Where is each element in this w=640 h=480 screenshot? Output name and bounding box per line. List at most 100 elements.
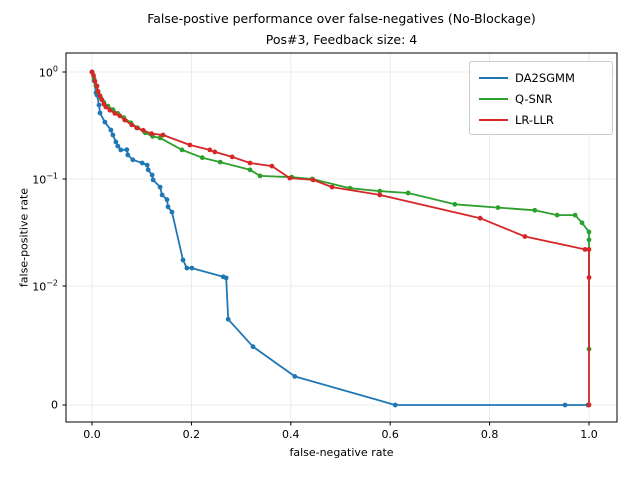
axes-frame <box>65 52 618 423</box>
data-point-marker <box>405 190 411 196</box>
data-point-marker <box>292 374 298 379</box>
data-point-marker <box>150 177 156 183</box>
data-point-marker <box>586 229 592 235</box>
data-point-marker <box>159 192 165 198</box>
data-point-marker <box>95 88 101 94</box>
data-point-marker <box>125 152 131 158</box>
x-tick-label: 0.0 <box>83 428 101 441</box>
data-point-marker <box>247 167 253 173</box>
data-point-marker <box>229 154 235 160</box>
y-tick-label: 10−2 <box>32 278 58 294</box>
data-point-marker <box>160 132 166 138</box>
data-point-marker <box>118 147 124 153</box>
x-tick-label: 0.4 <box>282 428 300 441</box>
data-point-marker <box>287 175 293 181</box>
data-point-marker <box>96 102 102 108</box>
data-point-marker <box>139 160 145 166</box>
data-point-marker <box>207 147 213 153</box>
data-point-marker <box>452 201 458 207</box>
data-point-marker <box>97 110 103 116</box>
x-tick-labels: 0.0 0.2 0.4 0.6 0.8 1.0 <box>0 428 640 444</box>
legend-line-sample <box>479 118 508 121</box>
data-point-marker <box>112 111 118 116</box>
chart-title-line1: False-postive performance over false-neg… <box>147 11 536 26</box>
data-point-marker <box>157 135 163 141</box>
chart-title-line2: Pos#3, Feedback size: 4 <box>265 32 418 47</box>
data-point-marker <box>586 275 592 280</box>
legend-entry: Q-SNR <box>470 88 612 109</box>
data-point-marker <box>149 172 155 178</box>
data-point-marker <box>250 344 256 350</box>
legend-label: DA2SGMM <box>515 70 575 85</box>
data-point-marker <box>102 119 108 125</box>
data-point-marker <box>212 149 218 155</box>
data-point-marker <box>572 212 578 218</box>
data-point-marker <box>184 265 190 271</box>
legend-entry: DA2SGMM <box>470 67 612 88</box>
data-point-marker <box>180 257 186 263</box>
data-point-marker <box>579 220 585 226</box>
data-point-marker <box>99 97 105 103</box>
data-point-marker <box>562 402 568 408</box>
data-point-marker <box>586 402 592 408</box>
data-point-marker <box>124 147 130 153</box>
data-point-marker <box>532 207 538 213</box>
legend-line-sample <box>479 97 508 100</box>
data-point-marker <box>165 204 171 210</box>
data-point-marker <box>103 104 109 110</box>
y-axis-label: false-positive rate <box>17 187 31 288</box>
data-point-marker <box>377 192 383 198</box>
data-point-marker <box>115 143 121 149</box>
data-point-marker <box>107 107 113 113</box>
data-point-marker <box>392 402 398 408</box>
data-point-marker <box>187 142 193 148</box>
legend-line-sample <box>479 76 508 79</box>
legend-label: Q-SNR <box>515 91 553 106</box>
data-point-marker <box>134 125 140 131</box>
data-point-marker <box>329 184 335 190</box>
data-point-marker <box>108 127 114 133</box>
data-point-marker <box>377 188 383 194</box>
data-point-marker <box>169 209 175 215</box>
data-point-marker <box>495 205 501 211</box>
data-point-marker <box>522 234 528 239</box>
y-tick-label: 0 <box>51 398 58 412</box>
data-point-marker <box>554 212 560 218</box>
data-point-marker <box>269 163 275 169</box>
data-point-marker <box>257 173 263 179</box>
data-point-marker <box>92 78 98 84</box>
data-point-marker <box>117 113 123 119</box>
legend-label: LR-LLR <box>515 112 554 127</box>
data-point-marker <box>157 184 163 190</box>
data-point-marker <box>225 316 231 322</box>
x-axis-label: false-negative rate <box>289 446 394 459</box>
data-point-marker <box>586 237 592 243</box>
data-point-marker <box>223 275 229 281</box>
data-point-marker <box>179 147 185 153</box>
data-point-marker <box>129 122 135 128</box>
data-point-marker <box>310 177 316 183</box>
y-tick-label: 10−1 <box>32 171 58 187</box>
data-point-marker <box>189 265 195 271</box>
data-point-marker <box>149 131 155 137</box>
x-tick-label: 1.0 <box>580 428 598 441</box>
data-point-marker <box>110 132 116 138</box>
data-point-marker <box>91 73 96 78</box>
legend: DA2SGMM Q-SNR LR-LLR <box>469 61 613 135</box>
data-point-marker <box>145 167 151 173</box>
data-point-marker <box>217 159 223 165</box>
legend-entry: LR-LLR <box>470 109 612 130</box>
data-point-marker <box>582 247 588 252</box>
x-tick-label: 0.6 <box>381 428 399 441</box>
x-tick-label: 0.2 <box>182 428 201 441</box>
data-point-marker <box>199 155 205 161</box>
chart-title: False-postive performance over false-neg… <box>66 8 617 50</box>
data-point-marker <box>130 157 136 163</box>
data-point-marker <box>140 127 146 133</box>
data-point-marker <box>164 197 170 203</box>
data-point-marker <box>144 162 150 168</box>
data-point-marker <box>247 160 253 166</box>
data-point-marker <box>586 247 592 252</box>
y-tick-labels: 100 10−1 10−2 0 <box>0 0 58 480</box>
